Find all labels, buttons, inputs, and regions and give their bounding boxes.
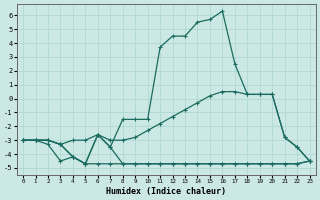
X-axis label: Humidex (Indice chaleur): Humidex (Indice chaleur) [106, 187, 226, 196]
